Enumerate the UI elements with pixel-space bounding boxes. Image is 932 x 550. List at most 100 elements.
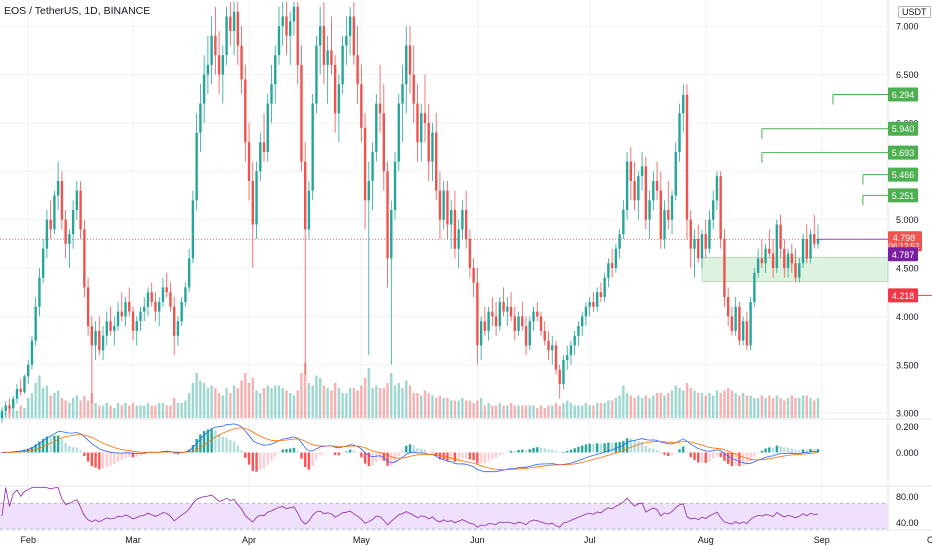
macd-histogram-bar	[532, 447, 535, 453]
volume-bar	[607, 400, 610, 418]
volume-bar	[259, 393, 262, 418]
macd-histogram-bar	[34, 444, 37, 453]
macd-histogram-bar	[431, 452, 434, 453]
macd-histogram-bar	[607, 442, 610, 453]
volume-bar	[210, 385, 213, 418]
candle-body	[199, 103, 202, 133]
volume-bar	[154, 405, 157, 418]
volume-bar	[768, 395, 771, 418]
volume-bar	[401, 388, 404, 418]
candles	[0, 2, 820, 423]
volume-bar	[274, 385, 277, 418]
macd-histogram-bar	[202, 430, 206, 453]
candle-body	[187, 258, 191, 288]
volume-bar	[307, 383, 311, 418]
volume-bar	[689, 388, 692, 418]
candle-body	[348, 16, 352, 36]
macd-histogram-bar	[704, 452, 707, 463]
volume-bar	[771, 398, 775, 418]
candle-body	[109, 321, 112, 331]
macd-histogram-bar	[277, 452, 281, 453]
volume-bar	[244, 373, 247, 418]
time-axis[interactable]: FebMarAprMayJunJulAugSepOctNov	[20, 535, 932, 545]
volume-bar	[723, 390, 726, 418]
candle-body	[813, 234, 816, 244]
candle-body	[412, 74, 415, 104]
candle-body	[764, 248, 767, 264]
macd-histogram-bar	[603, 443, 606, 453]
candle-body	[300, 64, 303, 162]
candle-body	[116, 311, 120, 327]
volume-bar	[562, 403, 565, 418]
volume-bar	[318, 378, 322, 418]
candle-body	[663, 210, 666, 240]
macd-histogram-bar	[659, 452, 662, 454]
macd-histogram-bar	[423, 449, 427, 453]
macd-histogram-bar	[135, 452, 138, 457]
candle-body	[41, 248, 45, 278]
level-label: 5.466	[892, 170, 915, 180]
volume-bar	[805, 395, 808, 418]
candle-body	[775, 224, 779, 269]
candle-body	[214, 35, 217, 56]
candle-body	[8, 405, 11, 409]
candle-body	[0, 411, 4, 418]
candle-body	[195, 132, 198, 201]
candle-body	[790, 253, 793, 264]
volume-bar	[232, 385, 236, 418]
macd-histogram-bar	[300, 452, 303, 459]
candle-body	[333, 64, 337, 114]
macd-histogram-bar	[64, 443, 67, 453]
volume-bar	[667, 393, 670, 418]
macd-histogram-bar	[730, 452, 734, 467]
macd-histogram-bar	[569, 449, 573, 453]
volume-bar	[139, 405, 142, 418]
candle-body	[240, 45, 243, 80]
candle-body	[345, 35, 348, 46]
time-tick-label: Sep	[814, 535, 830, 545]
macd-histogram-bar	[318, 452, 322, 455]
candle-body	[390, 210, 393, 259]
candle-body	[431, 132, 434, 162]
volume-bar	[798, 398, 801, 418]
candle-body	[704, 234, 707, 249]
currency-badge[interactable]: USDT	[898, 6, 931, 18]
macd-histogram-bar	[610, 442, 614, 453]
macd-histogram-bar	[412, 445, 415, 453]
volume-bar	[86, 400, 90, 418]
candle-body	[506, 306, 509, 312]
volume-bar	[663, 395, 666, 418]
level-label-bg	[888, 188, 918, 203]
volume-bar	[277, 385, 281, 418]
candle-body	[4, 405, 7, 412]
macd-histogram-bar	[348, 449, 352, 453]
candle-body	[610, 263, 614, 269]
volume-bar	[595, 403, 599, 418]
candle-body	[135, 321, 138, 331]
volume-bar	[221, 395, 225, 418]
candle-body	[618, 234, 621, 249]
volume-bar	[551, 405, 554, 418]
macd-histogram-bar	[637, 441, 640, 453]
macd-histogram-bar	[502, 452, 505, 454]
macd-histogram-bar	[274, 452, 277, 457]
candle-body	[236, 11, 240, 46]
candle-body	[693, 239, 696, 249]
symbol-title[interactable]: EOS / TetherUS, 1D, BINANCE	[4, 5, 151, 17]
macd-histogram-bar	[435, 452, 438, 456]
volume-bar	[794, 398, 797, 418]
candle-body	[678, 113, 681, 152]
macd-histogram-bar	[741, 452, 745, 465]
volume-bar	[333, 383, 337, 418]
candle-body	[599, 292, 603, 298]
macd-histogram-bar	[595, 443, 599, 453]
volume-bar	[236, 388, 240, 418]
volume-bar	[637, 395, 640, 418]
candle-body	[15, 388, 19, 399]
volume-bar	[296, 390, 299, 418]
macd-histogram-bar	[794, 450, 797, 453]
candle-body	[416, 103, 419, 143]
candle-body	[23, 376, 26, 392]
macd-histogram-bar	[315, 452, 318, 460]
